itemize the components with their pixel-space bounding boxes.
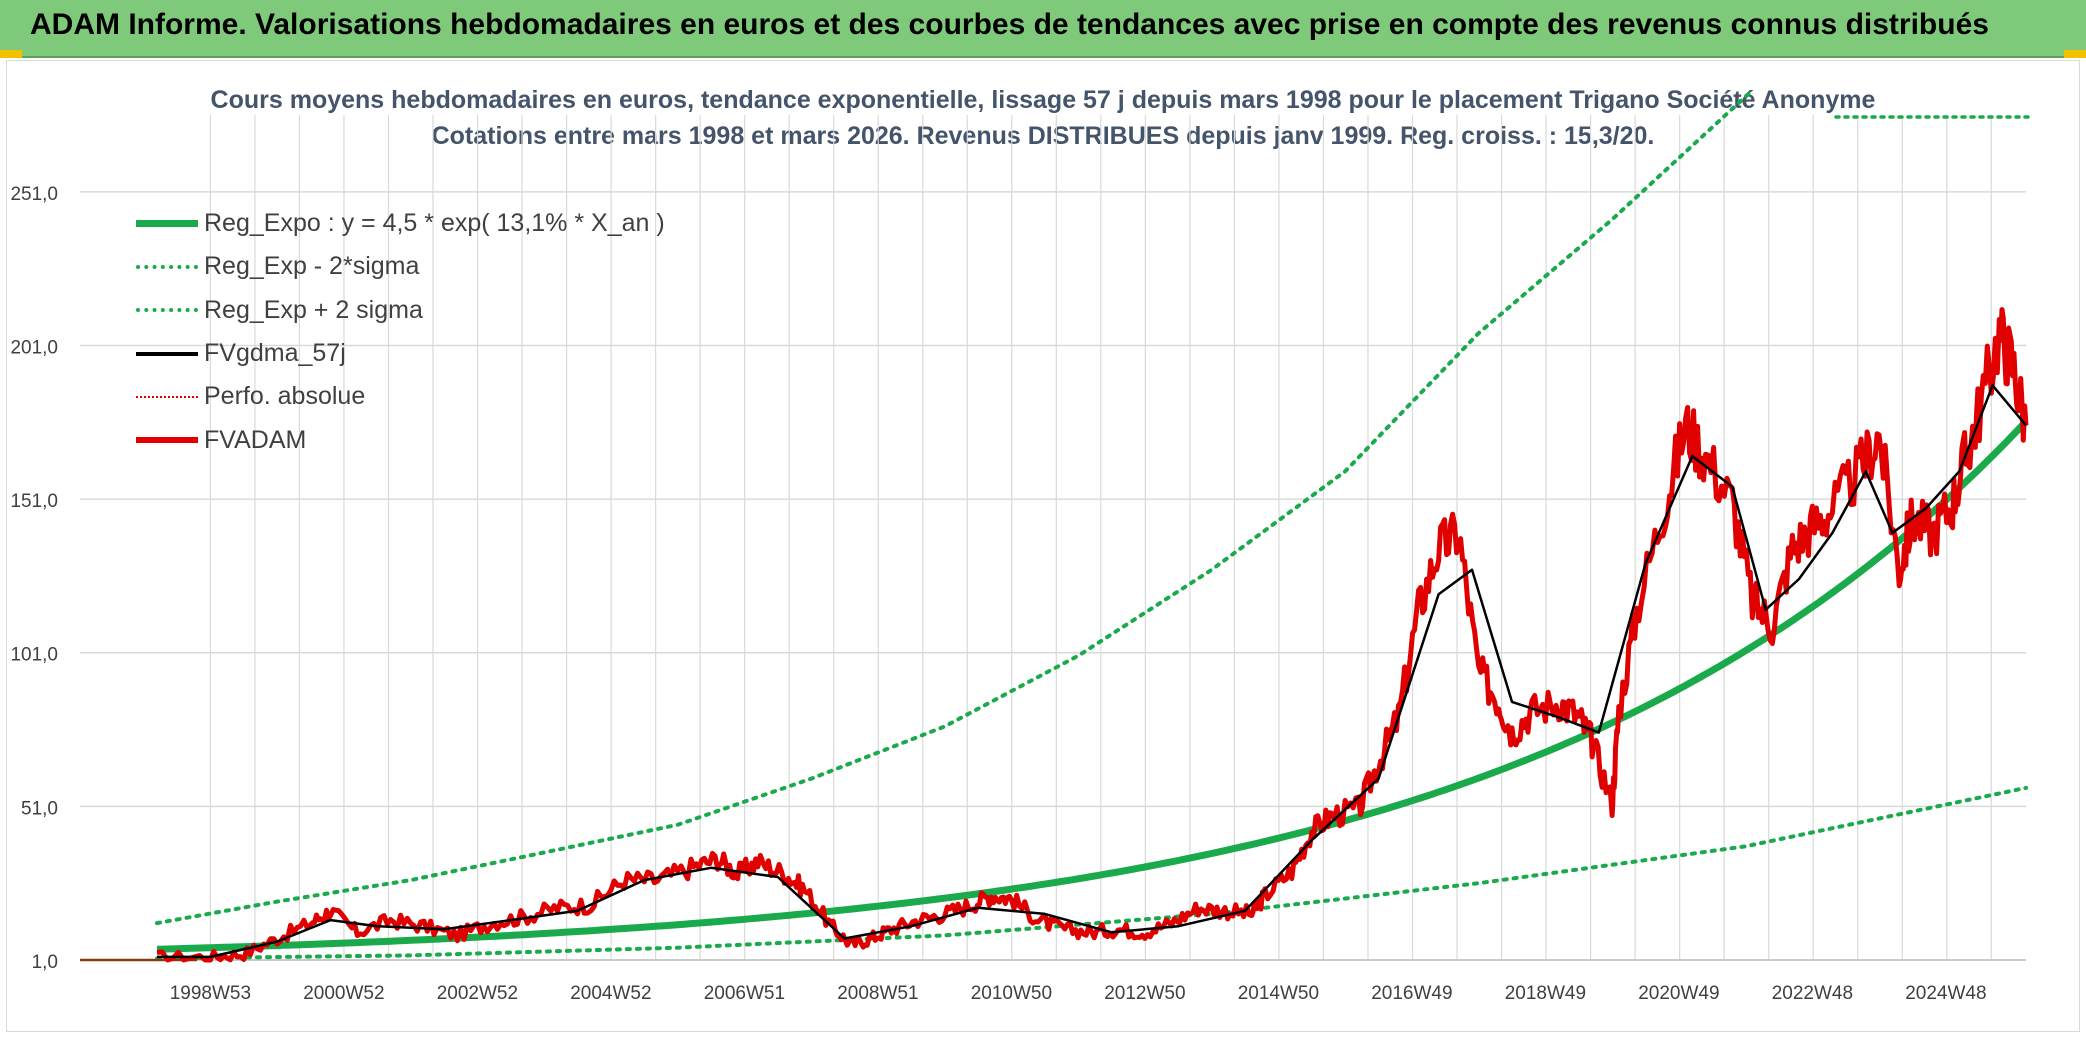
legend-label-perfo: Perfo. absolue [204,382,366,411]
legend-swatch-perfo [136,395,198,398]
axes: 1,0 51,0 101,0 151,0 201,0 251,0 1998W53 2000W5… [10,184,2026,1004]
header-corner-right [2064,50,2086,58]
y-tick-label: 201,0 [10,337,58,358]
x-tick-label: 2016W49 [1371,983,1452,1004]
x-tick-label: 2012W50 [1104,983,1185,1004]
series-reg-plus-2-sigma [155,88,1755,926]
legend-label-reg-plus: Reg_Exp + 2 sigma [204,295,423,324]
legend-item-perfo: Perfo. absolue [136,375,665,418]
legend-item-fvgdma: FVgdma_57j [136,332,665,375]
x-tick-label: 2010W50 [971,983,1052,1004]
series-reg-minus-2-sigma [155,785,2028,961]
x-tick-label: 2018W49 [1505,983,1586,1004]
legend-swatch-reg-expo [136,220,198,228]
x-tick-label: 2022W48 [1772,983,1853,1004]
x-tick-label: 1998W53 [170,983,251,1004]
x-tick-label: 2002W52 [437,983,518,1004]
legend-label-fvgdma: FVgdma_57j [204,339,346,368]
y-tick-label: 101,0 [10,645,58,666]
legend-label-reg-minus: Reg_Exp - 2*sigma [204,252,420,281]
legend-item-fvadam: FVADAM [136,418,665,461]
legend-item-reg-minus: Reg_Exp - 2*sigma [136,245,665,288]
x-tick-label: 2014W50 [1238,983,1319,1004]
legend-label-reg-expo: Reg_Expo : y = 4,5 * exp( 13,1% * X_an ) [204,209,665,238]
report-title: ADAM Informe. Valorisations hebdomadaire… [30,8,1989,41]
legend-item-reg-expo: Reg_Expo : y = 4,5 * exp( 13,1% * X_an ) [136,202,665,245]
legend-swatch-reg-minus [136,264,198,269]
x-tick-label: 2004W52 [570,983,651,1004]
series-fvadam [156,307,2029,963]
report-header: ADAM Informe. Valorisations hebdomadaire… [0,0,2086,58]
y-tick-label: 251,0 [10,184,58,205]
y-tick-label: 151,0 [10,491,58,512]
x-tick-label: 2006W51 [704,983,785,1004]
series-fvgdma-57j [157,384,2027,959]
legend-label-fvadam: FVADAM [204,425,307,454]
chart-title-line-1: Cours moyens hebdomadaires en euros, ten… [210,86,1876,114]
series-reg-expo [156,418,2029,953]
legend-swatch-fvgdma [136,351,198,356]
x-tick-label: 2020W49 [1638,983,1719,1004]
header-corner-left [0,50,22,58]
legend-swatch-fvadam [136,437,198,444]
x-tick-label: 2024W48 [1905,983,1986,1004]
legend-swatch-reg-plus [136,308,198,313]
y-tick-label: 51,0 [21,798,58,819]
chart-title-line-2: Cotations entre mars 1998 et mars 2026. … [431,122,1655,150]
x-tick-label: 2000W52 [303,983,384,1004]
series [80,88,2029,963]
x-tick-label: 2008W51 [837,983,918,1004]
legend: Reg_Expo : y = 4,5 * exp( 13,1% * X_an )… [136,202,665,462]
y-tick-label: 1,0 [32,952,58,973]
legend-item-reg-plus: Reg_Exp + 2 sigma [136,289,665,332]
